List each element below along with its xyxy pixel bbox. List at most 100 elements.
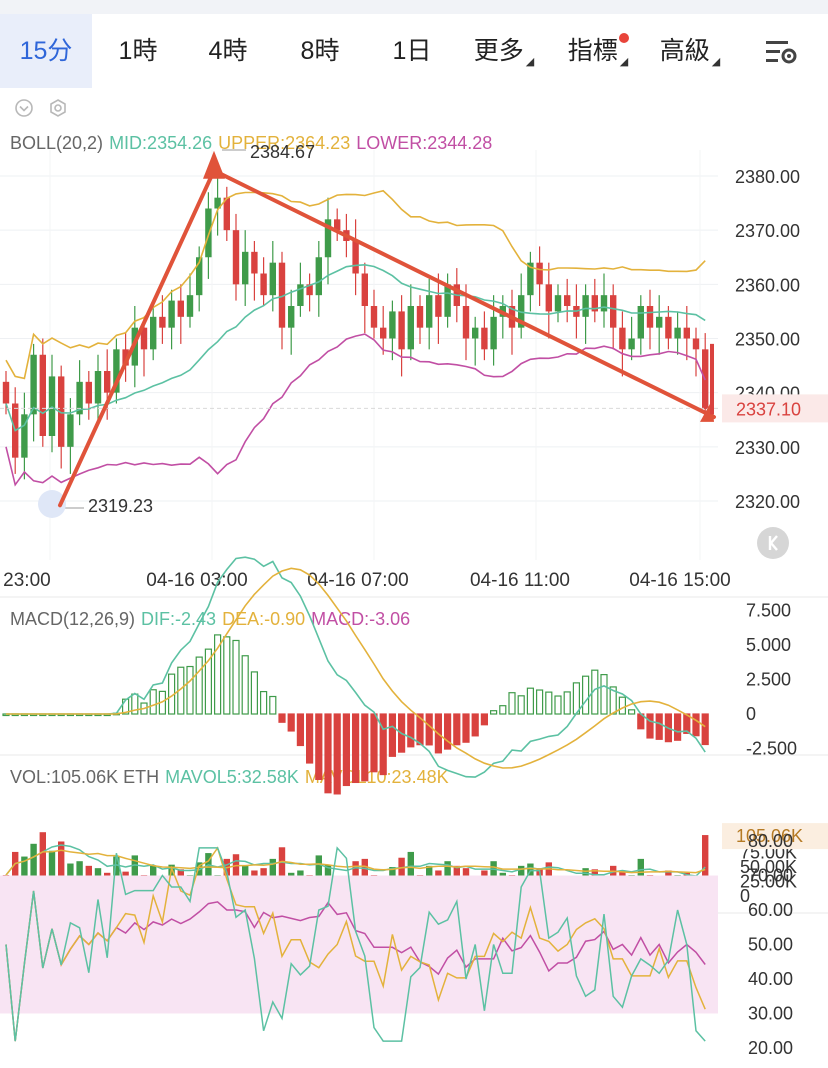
y-tick-label: 2350.00 xyxy=(735,330,800,350)
tab-indicators[interactable]: 指標 ◢ xyxy=(560,14,636,88)
volume-bar xyxy=(656,879,663,896)
candle xyxy=(389,311,396,339)
volume-bar xyxy=(168,864,175,896)
candle xyxy=(416,306,424,328)
trend-arrowhead xyxy=(203,150,225,179)
macd-dif-line xyxy=(6,556,706,778)
rsi-tick-label: 60.00 xyxy=(748,900,793,920)
candle xyxy=(646,306,654,328)
macd-bar xyxy=(2,713,10,717)
candle xyxy=(168,300,175,328)
macd-value: MACD:-3.06 xyxy=(311,609,411,629)
volume-bar xyxy=(518,865,525,896)
volume-bar xyxy=(499,872,506,896)
candle xyxy=(269,262,276,296)
tab-more[interactable]: 更多 ◢ xyxy=(466,14,542,88)
macd-bar xyxy=(600,674,608,715)
macd-bar xyxy=(66,713,75,717)
macd-bar xyxy=(287,713,295,732)
chart-settings-icon[interactable] xyxy=(764,38,798,66)
candle xyxy=(610,295,617,328)
macd-bar xyxy=(563,691,571,715)
tab-1d[interactable]: 1日 xyxy=(392,37,432,65)
macd-bar xyxy=(48,713,56,717)
macd-bar xyxy=(646,713,654,739)
candle xyxy=(12,403,19,458)
volume-bar xyxy=(324,864,332,896)
volume-bar xyxy=(21,856,28,896)
macd-bar xyxy=(581,675,590,715)
macd-bar xyxy=(637,713,645,730)
volume-bar xyxy=(683,872,690,896)
collapse-icon[interactable] xyxy=(756,526,790,560)
tab-4h[interactable]: 4時 xyxy=(208,37,248,65)
volume-bar xyxy=(269,858,276,896)
volume-bar xyxy=(214,875,221,896)
candle xyxy=(600,295,608,312)
volume-bar xyxy=(30,843,37,896)
caret-down-icon: ◢ xyxy=(525,56,535,68)
hexagon-settings-icon[interactable] xyxy=(48,98,68,118)
macd-bar xyxy=(416,713,424,746)
volume-bar xyxy=(343,877,350,896)
tab-advanced[interactable]: 高級 ◢ xyxy=(652,14,728,88)
macd-bar xyxy=(591,669,599,715)
volume-bar xyxy=(591,869,598,896)
volume-bar xyxy=(573,877,580,896)
volume-bar xyxy=(389,867,396,896)
candle xyxy=(131,327,138,366)
volume-bar xyxy=(444,861,451,896)
macd-bar xyxy=(296,713,304,747)
caret-down-icon: ◢ xyxy=(619,56,629,68)
rsi-header: RSI(6,12,24,70,30) RSI1:15.02 RSI2:29.27 RS… xyxy=(10,926,456,947)
volume-bar xyxy=(637,858,644,896)
macd-bar xyxy=(462,713,470,743)
boll-header: BOLL(20,2) MID:2354.26 UPPER:2364.23 LOWER:… xyxy=(10,133,498,154)
tab-1h[interactable]: 1時 xyxy=(118,37,158,65)
trend-line xyxy=(212,168,716,420)
tab-indicators-label: 指標 xyxy=(567,37,618,65)
candle xyxy=(545,284,552,312)
macd-tick-label: 2.500 xyxy=(746,670,791,690)
volume-bar xyxy=(407,851,414,896)
macd-bar xyxy=(407,713,415,748)
volume-bar xyxy=(646,875,654,896)
boll-mid-line xyxy=(5,263,706,432)
candle xyxy=(324,219,332,258)
candle xyxy=(48,376,56,436)
vol-mavol5: MAVOL5:32.58K xyxy=(165,767,299,787)
macd-bar xyxy=(121,698,130,715)
volume-bar xyxy=(48,850,56,896)
tab-advanced-label: 高級 xyxy=(659,37,710,65)
macd-bar xyxy=(278,713,286,723)
volume-bar xyxy=(554,878,562,896)
volume-bar xyxy=(380,879,387,896)
tab-15m[interactable]: 15分 xyxy=(0,14,92,88)
macd-bar xyxy=(177,666,185,715)
candle xyxy=(67,414,74,447)
x-tick-label: 04-16 15:00 xyxy=(629,570,730,591)
candle xyxy=(380,327,387,339)
candle xyxy=(564,295,571,306)
macd-bar xyxy=(140,702,148,715)
volume-bar xyxy=(582,868,589,896)
candle xyxy=(591,295,598,312)
rsi-2: RSI2:29.27 xyxy=(264,926,355,946)
candle xyxy=(2,381,10,404)
volume-bar xyxy=(2,875,10,896)
boll-upper-line xyxy=(5,189,706,380)
macd-bar xyxy=(223,636,231,715)
macd-bar xyxy=(490,710,498,715)
volume-bar xyxy=(610,865,617,896)
candle xyxy=(334,219,341,231)
chevron-down-circle-icon[interactable] xyxy=(14,98,34,118)
candle xyxy=(343,230,350,241)
macd-bar xyxy=(572,682,581,715)
tab-8h[interactable]: 8時 xyxy=(300,37,340,65)
volume-bar xyxy=(334,879,341,896)
candle xyxy=(297,284,304,306)
volume-bar xyxy=(242,865,249,896)
macd-bar xyxy=(499,705,507,715)
macd-bar xyxy=(434,713,442,754)
